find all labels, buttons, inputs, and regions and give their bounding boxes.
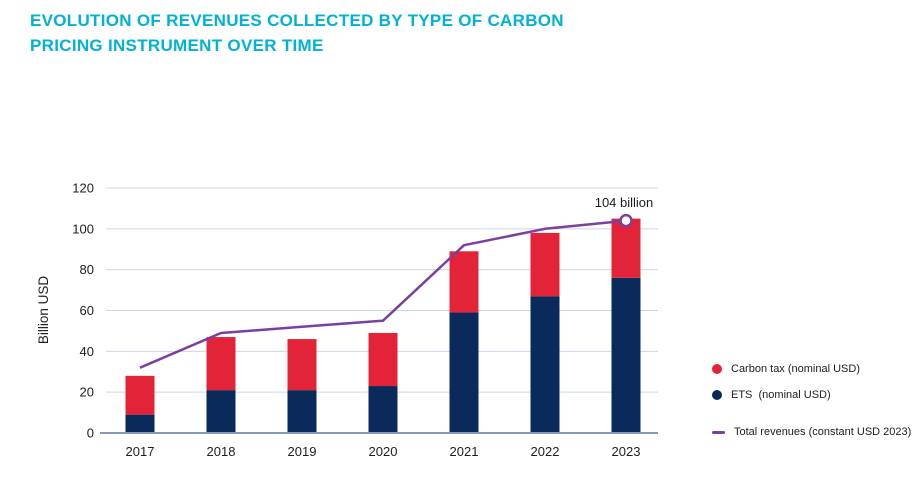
y-axis-title: Billion USD [36, 276, 51, 345]
y-tick-label: 0 [87, 426, 94, 441]
bar-segment-carbon-tax [368, 332, 398, 387]
total-revenues-line [139, 219, 627, 369]
legend-item-total-revenues: Total revenues (constant USD 2023) [712, 424, 917, 440]
y-tick-label: 100 [72, 221, 94, 236]
bar-segment-carbon-tax [206, 337, 236, 391]
bar-segment-carbon-tax [611, 218, 641, 278]
line-end-marker-icon [619, 213, 633, 228]
line-annotation: 104 billion [595, 195, 654, 210]
bar-segment-carbon-tax [449, 251, 479, 313]
y-tick-label: 80 [80, 262, 94, 277]
x-tick-label: 2023 [612, 444, 641, 459]
x-tick-label: 2020 [369, 444, 398, 459]
x-tick-label: 2018 [207, 444, 236, 459]
bar-segment-carbon-tax [125, 375, 155, 415]
chart-title: EVOLUTION OF REVENUES COLLECTED BY TYPE … [30, 8, 630, 58]
bar-segment-ets [368, 386, 398, 433]
legend-label-total-revenues: Total revenues (constant USD 2023) [734, 426, 912, 438]
bar-segment-ets [449, 312, 479, 433]
chart-title-line1: EVOLUTION OF REVENUES COLLECTED BY TYPE … [30, 11, 564, 30]
bar-segment-carbon-tax [287, 339, 317, 391]
bar-segment-carbon-tax [530, 232, 560, 297]
bar-segment-ets [287, 390, 317, 433]
y-tick-label: 120 [72, 181, 94, 196]
ets-dot-icon [712, 390, 722, 400]
y-tick-label: 40 [80, 344, 94, 359]
chart-title-line2: PRICING INSTRUMENT OVER TIME [30, 36, 324, 55]
legend-item-carbon-tax: Carbon tax (nominal USD) [712, 361, 917, 377]
bar-segment-ets [125, 414, 155, 433]
total-revenues-line-icon [712, 430, 725, 434]
revenue-chart: 0 20 40 60 80 100 120 2017 2018 2019 2020 2021 2022 2… [36, 181, 658, 459]
bar-segment-ets [206, 390, 236, 433]
x-tick-label: 2021 [450, 444, 479, 459]
chart-legend: Carbon tax (nominal USD) ETS (nominal US… [712, 356, 917, 440]
y-tick-label: 60 [80, 303, 94, 318]
x-tick-label: 2017 [126, 444, 155, 459]
legend-label-ets: ETS (nominal USD) [731, 389, 831, 401]
legend-label-carbon-tax: Carbon tax (nominal USD) [731, 363, 860, 375]
legend-item-ets: ETS (nominal USD) [712, 387, 917, 403]
bar-segment-ets [530, 296, 560, 433]
y-tick-label: 20 [80, 385, 94, 400]
x-tick-label: 2019 [288, 444, 317, 459]
carbon-tax-dot-icon [712, 364, 722, 374]
bar-segment-ets [611, 277, 641, 433]
x-tick-label: 2022 [531, 444, 560, 459]
